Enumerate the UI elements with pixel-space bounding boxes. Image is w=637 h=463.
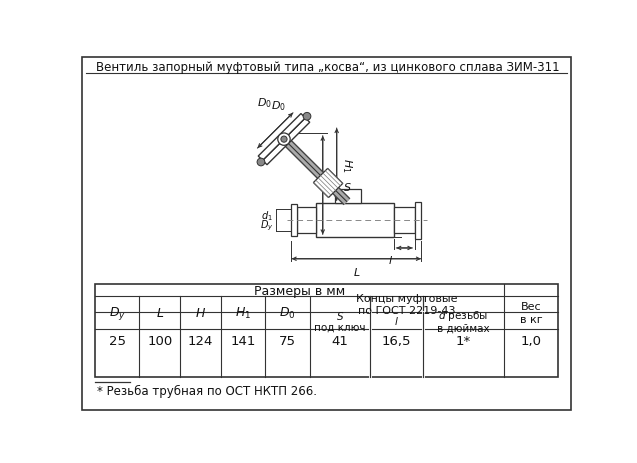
Text: 1,0: 1,0 [520, 334, 541, 347]
Text: $d_1$: $d_1$ [261, 208, 272, 222]
Text: 75: 75 [279, 334, 296, 347]
Text: $D_0$: $D_0$ [271, 99, 285, 113]
Polygon shape [258, 114, 305, 161]
Text: 100: 100 [147, 334, 173, 347]
Text: $L$: $L$ [352, 265, 360, 277]
Text: 1*: 1* [456, 334, 471, 347]
Bar [415, 202, 422, 239]
Text: $S$: $S$ [343, 181, 352, 193]
Text: $l$: $l$ [394, 315, 399, 326]
Bar [335, 190, 361, 204]
Text: 41: 41 [331, 334, 348, 347]
Polygon shape [262, 119, 310, 165]
Text: 141: 141 [231, 334, 256, 347]
Text: $D_y$: $D_y$ [109, 305, 125, 321]
Bar [291, 205, 297, 237]
Text: $L$: $L$ [155, 307, 164, 319]
Text: $D_0$: $D_0$ [279, 306, 296, 320]
Bar [95, 285, 558, 377]
Circle shape [303, 113, 311, 121]
Text: * Резьба трубная по ОСТ НКТП 266.: * Резьба трубная по ОСТ НКТП 266. [97, 384, 317, 397]
Bar [316, 204, 394, 238]
Text: 25: 25 [109, 334, 125, 347]
Text: $l$: $l$ [388, 254, 393, 266]
Text: $D_y$: $D_y$ [260, 218, 273, 232]
Text: Размеры в мм: Размеры в мм [254, 284, 345, 297]
Text: $D_0$: $D_0$ [257, 96, 273, 110]
Text: $d$ резьбы
в дюймах: $d$ резьбы в дюймах [437, 308, 490, 333]
Circle shape [281, 137, 287, 143]
Text: 16,5: 16,5 [382, 334, 411, 347]
Text: $S$
под ключ: $S$ под ключ [314, 309, 366, 332]
Text: $H$: $H$ [326, 181, 338, 191]
Circle shape [278, 134, 290, 146]
Bar [394, 208, 415, 234]
Bar [297, 208, 316, 234]
Text: Вентиль запорный муфтовый типа „косва“, из цинкового сплава ЗИМ-311: Вентиль запорный муфтовый типа „косва“, … [96, 62, 559, 75]
Text: Концы муфтовые
по ГОСТ 2219-43: Концы муфтовые по ГОСТ 2219-43 [356, 294, 457, 316]
Text: 124: 124 [188, 334, 213, 347]
Polygon shape [313, 169, 343, 198]
Text: $H_1$: $H_1$ [340, 157, 354, 172]
Text: $H$: $H$ [195, 307, 206, 319]
Text: $H_1$: $H_1$ [235, 306, 251, 320]
Text: Вес
в кг: Вес в кг [520, 302, 542, 324]
Circle shape [257, 159, 265, 167]
